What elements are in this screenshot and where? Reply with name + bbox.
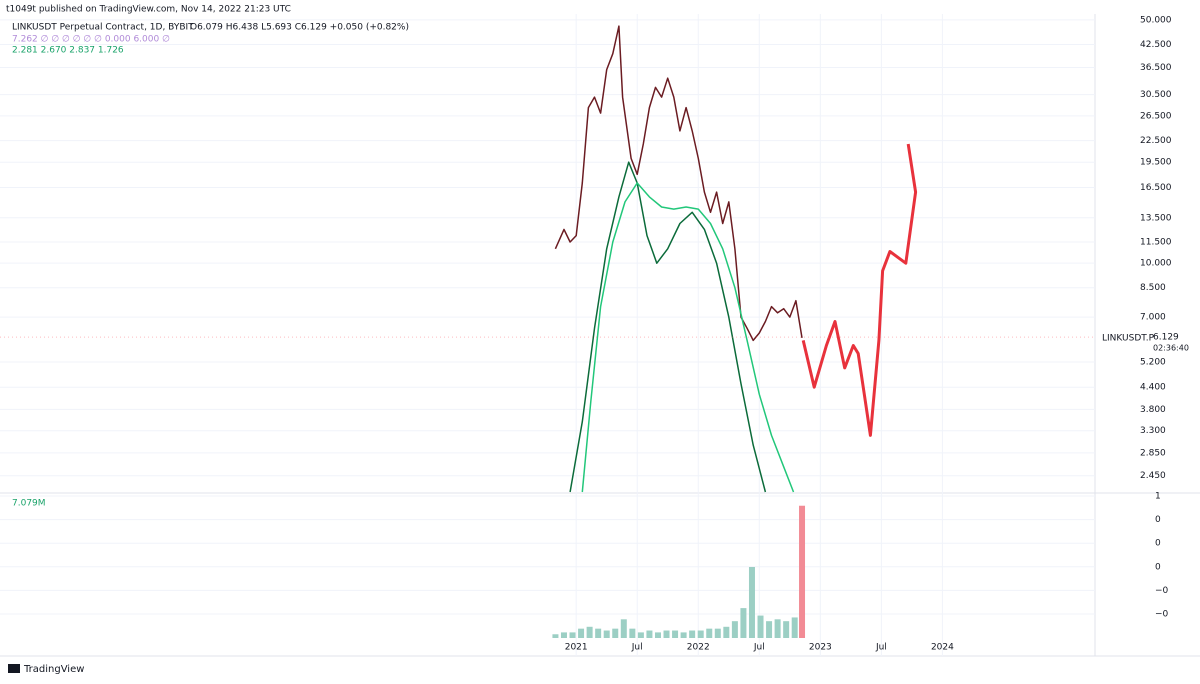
volume-bar [680,632,687,638]
volume-bar [629,628,636,638]
x-tick-label: 2021 [565,643,588,653]
y-tick-label: 7.000 [1140,313,1166,323]
y-tick-label: 26.500 [1140,111,1172,121]
volume-bar [791,617,798,638]
indicator-line: 7.262 ∅ ∅ ∅ ∅ ∅ ∅ 0.000 6.000 ∅ [12,35,170,45]
y-tick-label: 3.800 [1140,405,1166,415]
y-tick-label: 36.500 [1140,63,1172,73]
volume-bar [578,628,585,638]
volume-bar [637,632,644,638]
volume-bar [689,630,696,638]
volume-bar [646,630,653,638]
symbol-tag: LINKUSDT.P [1102,334,1155,344]
y-tick-label: 2.450 [1140,471,1166,481]
x-tick-label: Jul [753,643,765,653]
price-line [581,182,795,493]
price-line [554,25,803,342]
volume-bar [612,628,619,638]
countdown: 02:36:40 [1153,344,1189,353]
volume-bar [799,505,806,638]
y-tick-label: 22.500 [1140,136,1172,146]
volume-bar [740,608,747,638]
y-tick-label: 19.500 [1140,158,1172,168]
volume-axis-label: 0 [1155,515,1161,525]
volume-bar [774,619,781,638]
volume-bar [672,630,679,638]
volume-axis-label: 0 [1155,539,1161,549]
y-tick-label: 30.500 [1140,90,1172,100]
published-line: t1049t published on TradingView.com, Nov… [6,5,291,15]
volume-axis-label: −0 [1155,586,1169,596]
volume-bar [731,621,738,638]
volume-bar [766,621,773,638]
y-tick-label: 5.200 [1140,357,1166,367]
volume-bar [714,628,721,638]
volume-axis-label: −0 [1155,610,1169,620]
y-tick-label: 16.500 [1140,183,1172,193]
volume-axis-label: 0 [1155,562,1161,572]
volume-bar [654,632,661,638]
volume-bar [757,615,764,638]
y-tick-label: 13.500 [1140,213,1172,223]
ohlc: O6.079 H6.438 L5.693 C6.129 +0.050 (+0.8… [190,23,409,33]
x-tick-label: Jul [631,643,643,653]
volume-bar [586,626,593,638]
volume-bar [706,628,713,638]
volume-bar [595,628,602,638]
logo [8,664,20,673]
volume-bar [552,634,559,638]
y-tick-label: 42.500 [1140,40,1172,50]
volume-bar [783,621,790,638]
y-tick-label: 3.300 [1140,426,1166,436]
y-tick-label: 10.000 [1140,259,1172,269]
volume-bar [663,630,670,638]
x-tick-label: 2024 [931,643,954,653]
footer: TradingView [23,664,84,675]
volume-bar [723,626,730,638]
y-tick-label: 11.500 [1140,238,1172,248]
indicator-line: 2.281 2.670 2.837 1.726 [12,46,124,56]
volume-bar [569,632,576,638]
x-tick-label: 2022 [687,643,710,653]
last-price-label: 6.129 [1153,333,1179,343]
x-tick-label: Jul [875,643,887,653]
y-tick-label: 2.850 [1140,448,1166,458]
volume-axis-label: 1 [1155,492,1161,502]
volume-bar [697,630,704,638]
y-tick-label: 8.500 [1140,283,1166,293]
volume-bar [620,619,627,638]
chart-title: LINKUSDT Perpetual Contract, 1D, BYBIT [12,23,194,33]
volume-bar [748,567,755,638]
volume-label: 7.079M [12,499,46,509]
x-tick-label: 2023 [809,643,832,653]
price-line [569,161,767,493]
volume-bar [560,632,567,638]
volume-bar [603,630,610,638]
y-tick-label: 50.000 [1140,15,1172,25]
y-tick-label: 4.400 [1140,383,1166,393]
price-line [801,143,918,437]
